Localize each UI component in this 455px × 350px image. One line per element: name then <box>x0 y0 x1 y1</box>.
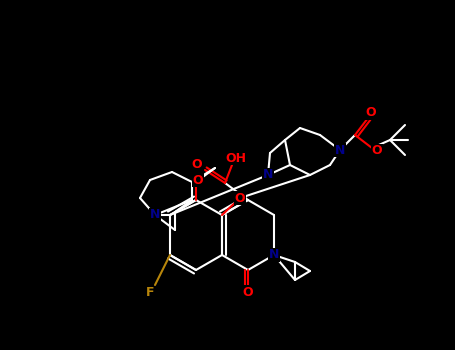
Text: OH: OH <box>226 152 247 164</box>
Text: N: N <box>335 144 345 156</box>
Text: O: O <box>235 191 245 204</box>
Text: O: O <box>366 106 376 119</box>
Text: N: N <box>150 209 160 222</box>
Text: F: F <box>146 287 154 300</box>
Text: O: O <box>243 286 253 299</box>
Text: O: O <box>372 145 382 158</box>
Text: N: N <box>263 168 273 182</box>
Text: O: O <box>192 174 203 187</box>
Text: O: O <box>192 159 202 172</box>
Text: N: N <box>269 248 279 261</box>
